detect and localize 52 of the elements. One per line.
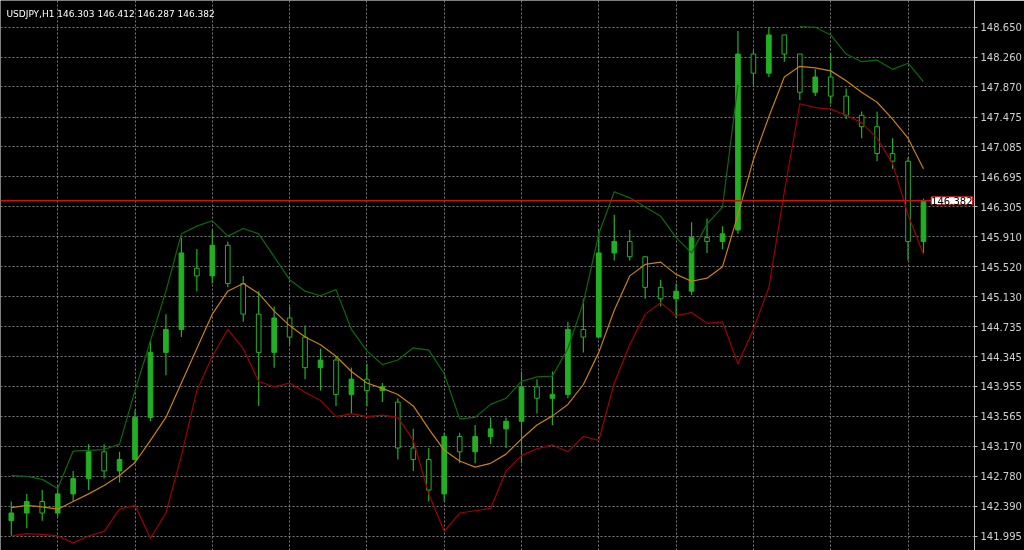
candlestick [549, 370, 556, 426]
candlestick [472, 424, 478, 464]
candlestick [70, 470, 76, 503]
candlestick [487, 416, 494, 445]
y-tick-label: 147.475 [980, 112, 1022, 124]
y-tick-label: 146.305 [980, 201, 1022, 213]
candlestick [611, 214, 618, 262]
y-tick-label: 146.695 [980, 171, 1022, 183]
y-tick-label: 142.780 [980, 471, 1022, 483]
candlestick [503, 416, 509, 449]
y-tick-label: 142.390 [980, 501, 1022, 513]
y-tick-label: 145.910 [980, 231, 1022, 243]
y-tick-label: 144.735 [980, 321, 1022, 333]
candlestick [704, 217, 710, 254]
candlestick [116, 451, 123, 484]
candlestick [348, 367, 355, 415]
y-tick-label: 145.520 [980, 261, 1022, 273]
candlestick [364, 363, 370, 407]
candlestick [286, 305, 293, 346]
candlestick [194, 248, 200, 292]
candlestick [843, 87, 849, 120]
ref-line-label: 146.382 [931, 195, 973, 207]
y-tick-label: 148.260 [980, 52, 1022, 64]
y-tick-label: 143.170 [980, 441, 1022, 453]
candlestick [410, 428, 417, 472]
candlestick [101, 443, 107, 480]
y-tick-label: 143.955 [980, 381, 1022, 393]
candlestick [23, 493, 30, 529]
candlestick [657, 279, 664, 308]
text: USDJPY,H1 146.303 146.412 146.287 146.382 [6, 8, 215, 19]
candlestick [39, 489, 46, 522]
y-tick-label: 141.995 [980, 531, 1022, 543]
candlestick [827, 53, 834, 105]
candlestick [781, 34, 788, 63]
candlestick [54, 485, 61, 518]
y-tick-label: 147.085 [980, 141, 1022, 153]
candlestick [163, 313, 169, 376]
candlestick [626, 229, 633, 262]
y-tick-label: 147.870 [980, 81, 1022, 93]
candlestick [719, 225, 726, 250]
y-tick-label: 143.565 [980, 411, 1022, 423]
candlestick [812, 68, 819, 97]
candlestick [8, 500, 15, 537]
candlestick [534, 378, 540, 415]
candlestick [673, 282, 679, 319]
y-tick-label: 144.345 [980, 351, 1022, 363]
candlestick [750, 49, 757, 86]
candlestick [889, 137, 896, 170]
y-tick-label: 145.130 [980, 291, 1022, 303]
y-tick-label: 148.650 [980, 22, 1022, 34]
candlestick [456, 432, 463, 464]
candlestick [317, 347, 324, 392]
